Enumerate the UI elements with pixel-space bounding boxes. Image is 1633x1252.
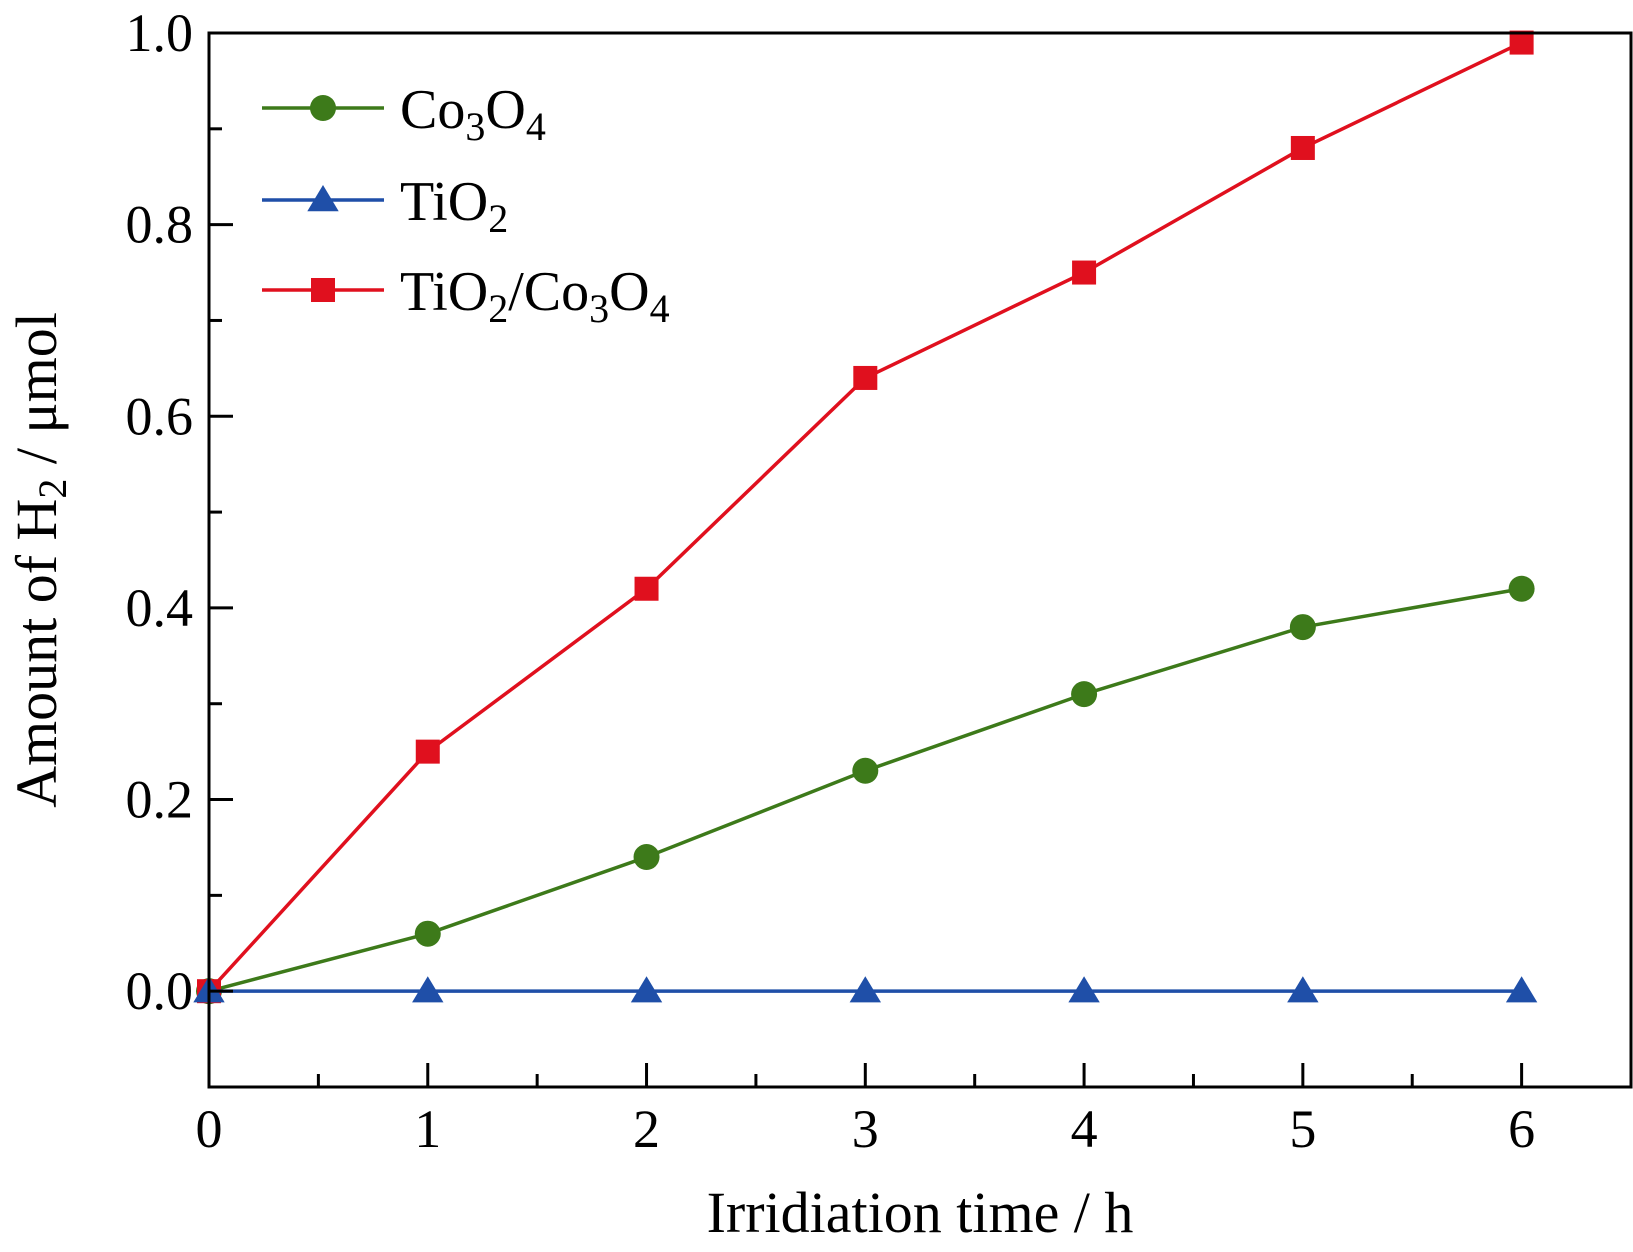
data-point-tio2: [1505, 976, 1538, 1003]
y-tick-label: 0.4: [126, 578, 194, 638]
series-co3o4: [196, 575, 1535, 1005]
legend-entry-co3o4: Co3O4: [262, 79, 546, 149]
x-tick-label: 1: [414, 1099, 441, 1159]
data-point-co3o4: [414, 920, 441, 947]
data-point-tio2: [1068, 976, 1100, 1003]
data-point-co3o4: [633, 844, 660, 871]
y-tick-label: 1.0: [126, 3, 194, 63]
legend-marker: [307, 185, 339, 212]
plot-frame: [207, 31, 1633, 1089]
data-point-co3o4: [1071, 681, 1098, 708]
series-layer: [193, 30, 1538, 1005]
x-tick-label: 2: [633, 1099, 660, 1159]
data-point-tio2-co3o4: [1072, 260, 1097, 285]
x-tick-label: 6: [1508, 1099, 1535, 1159]
legend-entry-tio2: TiO2: [262, 171, 508, 241]
y-axis-title: Amount of H2 / μmol: [4, 312, 75, 808]
data-point-tio2: [630, 976, 663, 1003]
legend: Co3O4 TiO2 TiO2/Co3O4: [262, 79, 670, 331]
data-point-tio2-co3o4: [415, 739, 440, 764]
legend-marker: [311, 278, 335, 302]
data-point-tio2-co3o4: [634, 576, 659, 601]
data-point-tio2-co3o4: [1509, 30, 1534, 55]
x-tick-label: 4: [1071, 1099, 1098, 1159]
series-tio2: [193, 976, 1538, 1003]
y-axis-title-suffix: / μmol: [4, 312, 69, 478]
y-tick-labels: 0.0 0.2 0.4 0.6 0.8 1.0: [126, 3, 194, 1021]
x-tick-labels: 0 1 2 3 4 5 6: [196, 1099, 1536, 1159]
x-tick-label: 3: [852, 1099, 879, 1159]
y-tick-label: 0.0: [126, 961, 194, 1021]
y-axis-title-prefix: Amount of H: [4, 499, 69, 808]
data-point-tio2-co3o4: [1290, 135, 1315, 160]
legend-entry-tio2-co3o4: TiO2/Co3O4: [262, 261, 670, 331]
axis-ticks: [207, 31, 1633, 1089]
data-point-co3o4: [1508, 575, 1535, 602]
data-point-tio2: [412, 976, 444, 1003]
data-point-tio2: [1287, 976, 1319, 1003]
x-tick-label: 5: [1289, 1099, 1316, 1159]
y-tick-label: 0.2: [126, 770, 194, 830]
y-tick-label: 0.6: [126, 386, 194, 446]
y-axis-title-subscript: 2: [30, 479, 75, 499]
x-axis-title: Irridiation time / h: [707, 1180, 1134, 1245]
legend-label: TiO2: [400, 171, 508, 241]
data-point-tio2-co3o4: [853, 365, 878, 390]
legend-marker: [310, 95, 336, 121]
data-point-tio2: [849, 976, 882, 1003]
y-tick-label: 0.8: [126, 195, 194, 255]
legend-label: TiO2/Co3O4: [400, 261, 670, 331]
legend-label: Co3O4: [400, 79, 546, 149]
series-tio2-co3o4: [197, 30, 1534, 1004]
series-line-co3o4: [208, 587, 1522, 993]
data-point-co3o4: [852, 757, 879, 784]
x-tick-label: 0: [196, 1099, 223, 1159]
data-point-co3o4: [1289, 614, 1316, 641]
